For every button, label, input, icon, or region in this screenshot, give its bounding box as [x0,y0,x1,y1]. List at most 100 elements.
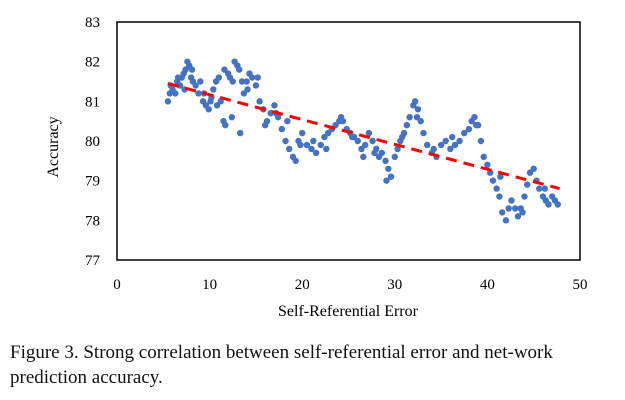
data-point [383,177,390,184]
x-tick-label: 20 [295,277,310,293]
figure-caption: Figure 3. Strong correlation between sel… [10,342,553,388]
data-point [382,157,389,165]
x-tick-label: 40 [480,277,495,293]
data-point [399,133,406,141]
data-point [337,114,345,121]
data-point [312,149,320,157]
data-point [496,193,503,200]
data-point [480,153,487,161]
data-point [530,165,537,172]
y-tick-label: 81 [85,94,100,110]
data-point [447,145,454,153]
data-point [456,137,463,145]
data-point [502,217,510,224]
data-point [286,145,293,153]
data-point [477,137,485,145]
data-point [244,86,251,93]
data-point [176,82,184,89]
data-point [451,141,459,149]
y-tick-label: 79 [85,174,100,190]
data-point [297,141,304,149]
data-point [406,114,413,121]
data-point [508,197,515,204]
y-axis-label: Accuracy [45,116,62,177]
data-point [387,173,395,180]
data-point [222,121,229,129]
data-point [210,86,217,93]
data-point [461,129,468,137]
y-tick-label: 78 [85,213,100,229]
data-point [205,106,212,113]
data-point [192,82,199,89]
data-point [254,74,261,81]
data-point [197,78,204,85]
trendline [167,82,561,191]
data-point [420,129,427,137]
data-point [403,121,411,129]
data-points [164,58,561,224]
data-point [394,145,401,153]
data-point [308,145,315,153]
data-point [371,149,378,157]
data-point [361,141,369,149]
data-point [465,125,473,133]
y-tick-label: 77 [85,253,101,269]
data-point [497,173,504,180]
data-point [524,181,531,188]
data-point [248,74,256,81]
data-point [188,66,196,73]
data-point [442,137,449,145]
data-point [499,209,506,216]
y-tick-label: 83 [85,15,100,31]
data-point [430,145,437,153]
data-point [172,90,179,97]
x-tick-label: 30 [387,277,402,293]
data-point [514,213,522,220]
data-point [521,193,528,200]
data-point [207,98,214,105]
data-point [228,114,236,121]
x-axis-ticks: 0 10 20 30 40 50 [113,277,587,293]
data-point [174,74,182,81]
data-point [195,90,202,97]
scatter-figure: 77 78 79 80 81 82 83 0 10 20 30 40 50 Self-Referent… [45,15,588,320]
data-point [236,129,244,137]
data-point [303,141,311,149]
data-point [256,98,263,105]
data-point [365,129,373,137]
y-tick-label: 80 [85,134,100,150]
data-point [354,137,361,145]
data-point [511,205,519,212]
data-point [252,82,260,89]
data-point [411,98,419,105]
data-point [229,78,236,85]
y-tick-label: 82 [85,55,100,71]
data-point [213,102,221,109]
data-point [484,161,491,168]
data-point [164,98,172,105]
data-point [166,90,173,97]
data-point [541,185,549,192]
data-point [486,169,494,176]
data-point [238,78,246,85]
data-point [236,66,243,73]
data-point [505,205,512,212]
data-point [292,157,299,165]
plot-frame [116,21,581,261]
data-point [360,153,367,161]
data-point [317,141,324,149]
data-point [215,74,223,81]
data-point [385,165,392,172]
x-tick-label: 10 [202,277,217,293]
data-point [271,102,278,109]
data-point [519,209,526,216]
data-point [424,141,431,149]
data-point [471,114,478,121]
data-point [536,185,543,192]
data-point [391,153,398,161]
data-point [554,201,561,208]
x-axis-label: Self-Referential Error [278,303,419,320]
data-point [449,133,456,141]
data-point [473,121,480,129]
data-point [413,114,421,121]
